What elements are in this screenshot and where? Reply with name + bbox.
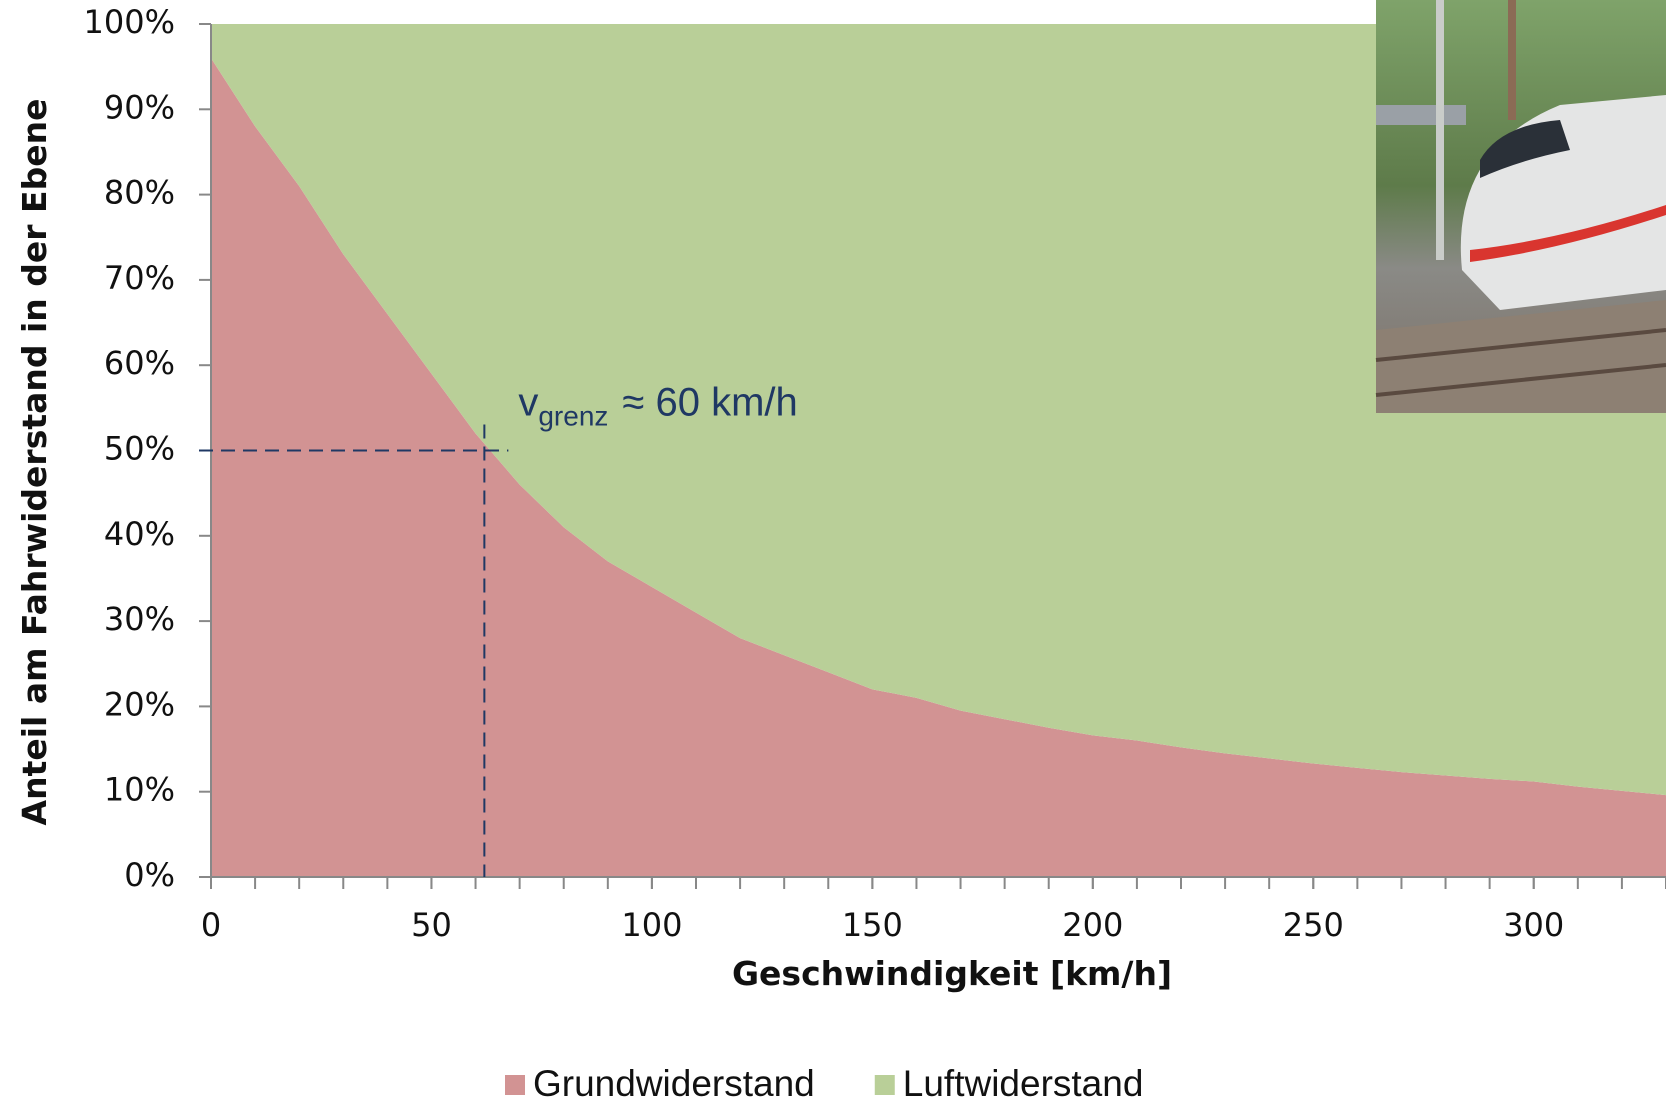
x-tick-label: 50	[411, 906, 452, 944]
legend: Grundwiderstand Luftwiderstand	[505, 1063, 1143, 1104]
y-tick-label: 70%	[104, 259, 175, 297]
y-tick-label: 60%	[104, 344, 175, 382]
x-tick-label: 200	[1062, 906, 1123, 944]
y-tick-label: 0%	[124, 856, 175, 894]
x-tick-label: 0	[201, 906, 221, 944]
y-tick-label: 100%	[84, 3, 175, 41]
annotation-symbol: v	[518, 381, 538, 425]
x-tick-label: 150	[842, 906, 903, 944]
y-tick-label: 30%	[104, 600, 175, 638]
y-tick-label: 80%	[104, 174, 175, 212]
annotation-text: ≈ 60 km/h	[622, 381, 797, 425]
legend-swatch	[875, 1075, 895, 1095]
photo	[1376, 0, 1666, 413]
y-tick-label: 20%	[104, 685, 175, 723]
legend-label: Luftwiderstand	[903, 1063, 1144, 1104]
y-axis-label: Anteil am Fahrwiderstand in der Ebene	[15, 99, 54, 826]
y-tick-label: 50%	[104, 430, 175, 468]
x-axis-label: Geschwindigkeit [km/h]	[732, 954, 1172, 993]
x-tick-label: 300	[1503, 906, 1564, 944]
legend-swatch	[505, 1075, 525, 1095]
y-tick-label: 40%	[104, 515, 175, 553]
y-tick-label: 90%	[104, 88, 175, 126]
annotation-subscript: grenz	[538, 401, 608, 432]
chart: 0% 10% 20% 30% 40% 50% 60% 70% 80% 90% 100% 0 50 100 1…	[0, 0, 1666, 1110]
legend-label: Grundwiderstand	[533, 1063, 815, 1104]
x-tick-label: 100	[621, 906, 682, 944]
y-tick-label: 10%	[104, 771, 175, 809]
x-tick-label: 250	[1283, 906, 1344, 944]
